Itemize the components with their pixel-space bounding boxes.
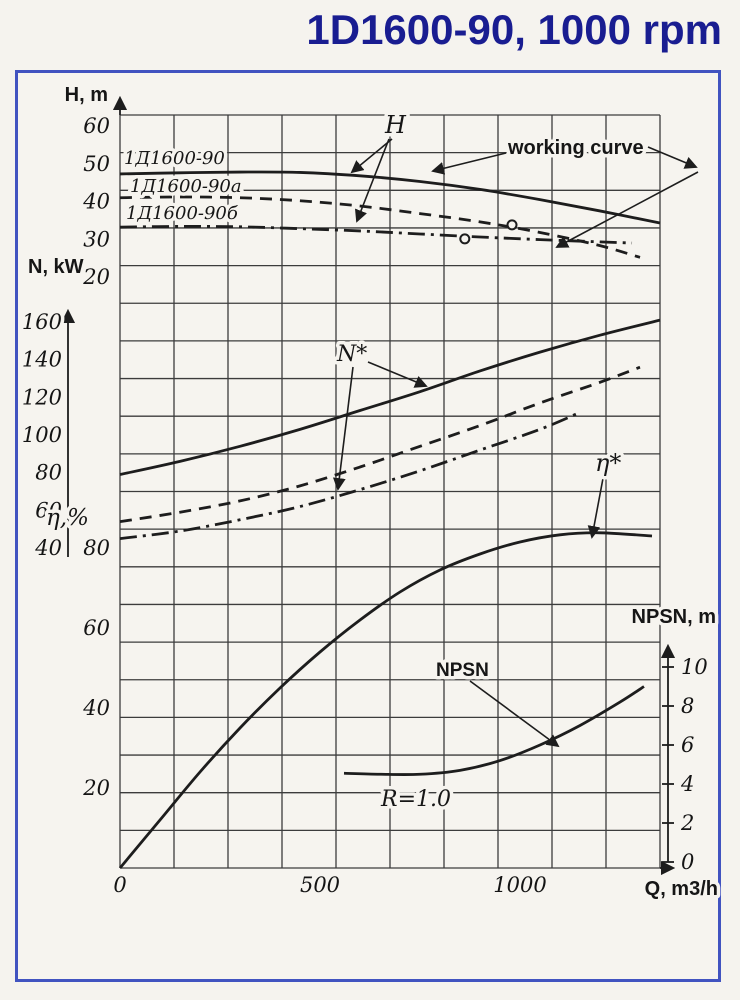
H-tick-label: 30 <box>83 227 110 251</box>
series-curve-2 <box>119 224 633 245</box>
curve-label-1d1600-90b: 1Д1600-90б <box>126 203 239 224</box>
eta-curve-pointer-label: η* <box>595 449 621 477</box>
axes <box>60 95 676 876</box>
n-axis-title: N, kW <box>28 256 84 278</box>
N-tick-label: 100 <box>22 423 62 447</box>
eta-tick-label: 60 <box>83 616 110 640</box>
N-tick-label: 60 <box>35 498 62 522</box>
q-tick-label: 1000 <box>493 873 546 897</box>
working-curve-leader-d <box>555 171 699 248</box>
eta-pointer-leader <box>587 472 605 539</box>
eta-tick-label: 20 <box>82 776 110 800</box>
grid-lines <box>119 114 661 869</box>
curve-label-1d1600-90a: 1Д1600-90а <box>130 176 242 197</box>
curve-label-1d1600-90: 1Д1600-90 <box>124 148 225 169</box>
duty-point-marker <box>459 233 471 245</box>
npsh-curve-pointer-label: NPSN <box>436 660 489 681</box>
N-tick-label: 160 <box>22 310 62 334</box>
h-curve-pointer-label: H <box>384 111 407 139</box>
series-curve-1 <box>119 195 641 259</box>
npsh-tick-label: 6 <box>681 733 694 757</box>
H-tick-label: 40 <box>82 190 110 214</box>
n-curve-pointer-label: N* <box>336 342 367 367</box>
npsh-tick-label: 0 <box>681 850 694 874</box>
series-curve-4 <box>119 365 641 524</box>
H-tick-label: 60 <box>83 114 110 138</box>
q-axis-title: Q, m3/h <box>645 878 718 900</box>
series-curve-3 <box>119 318 661 476</box>
working-curve-leader-r <box>647 146 698 169</box>
n-pointer-leader-1 <box>367 361 428 388</box>
N-tick-label: 140 <box>22 348 62 372</box>
working-curve-leader-l <box>431 152 507 175</box>
npsh-tick-label: 10 <box>681 655 708 679</box>
N-tick-label: 40 <box>34 536 62 560</box>
N-tick-label: 120 <box>22 385 62 409</box>
npsh-tick-label: 4 <box>680 772 694 796</box>
duty-point-markers <box>459 219 518 245</box>
q-tick-label: 500 <box>300 873 340 897</box>
npsh-tick-label: 2 <box>680 811 694 835</box>
series-curve-6 <box>118 531 653 869</box>
n-pointer-leader-2 <box>332 366 354 491</box>
npsh-tick-label: 8 <box>681 694 694 718</box>
npsh-axis-title: NPSN, m <box>632 606 716 628</box>
series-curve-0 <box>119 170 661 225</box>
npsh-pointer-leader <box>469 680 560 748</box>
h-pointer-leader-2 <box>354 138 390 223</box>
working-curve-label: working curve <box>507 137 644 159</box>
series-curve-5 <box>119 411 581 540</box>
h-pointer-leader-1 <box>350 138 393 174</box>
eta-axis-title: η,% <box>46 505 89 531</box>
eta-tick-label: 80 <box>83 536 110 560</box>
curves <box>118 170 661 869</box>
r-ratio-note: R=1.0 <box>380 787 451 812</box>
N-tick-label: 80 <box>35 461 62 485</box>
series-curve-7 <box>343 685 645 776</box>
text-labels: H, m N, kW η,% NPSN, m Q, m3/h 1Д1600-90… <box>25 81 722 904</box>
H-tick-label: 50 <box>83 152 110 176</box>
duty-point-marker <box>506 219 518 231</box>
h-axis-title: H, m <box>65 84 108 106</box>
q-tick-label: 0 <box>113 873 126 897</box>
H-tick-label: 20 <box>82 265 110 289</box>
page-title: 1D1600-90, 1000 rpm <box>306 6 722 53</box>
eta-tick-label: 40 <box>82 696 110 720</box>
leader-arrows <box>332 138 699 748</box>
